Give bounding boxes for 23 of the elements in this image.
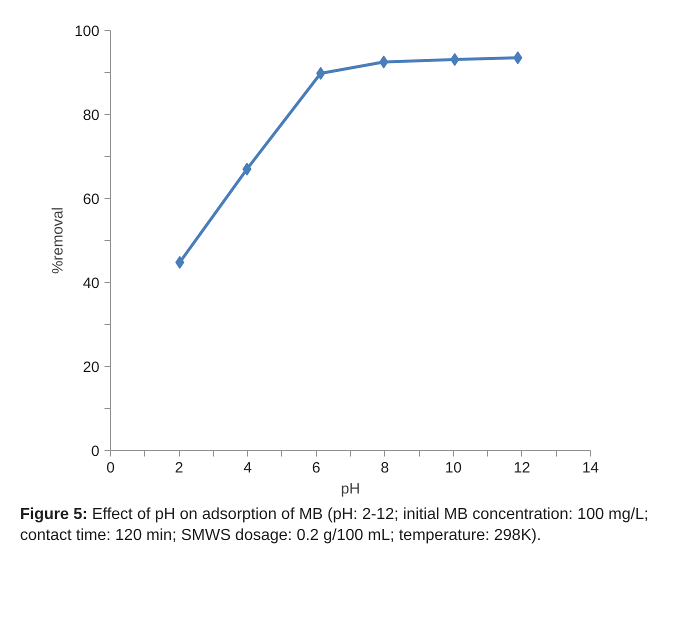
- point: [316, 66, 326, 80]
- point: [175, 256, 184, 269]
- y-axis-title: %removal: [49, 207, 66, 274]
- caption: Figure 5: Effect of pH on adsorption of MB (pH: 2-12; initial MB concentration: 100 mg/L; contact time: 120 min; SMWS dosage: 0.2 g/100 mL; temperature: 298K).: [20, 505, 650, 546]
- point: [450, 52, 460, 66]
- point: [379, 56, 388, 68]
- x-tick-label: 12: [514, 460, 530, 476]
- point: [513, 51, 522, 64]
- point: [242, 162, 252, 176]
- y-tick-label: 80: [82, 107, 100, 124]
- y-tick-label: 40: [82, 275, 100, 292]
- x-axis-title: pH: [340, 480, 360, 498]
- y-tick-label: 100: [74, 23, 100, 40]
- x-tick-label: 10: [445, 460, 462, 476]
- x-tick-label: 14: [582, 460, 599, 476]
- y-tick-label: 60: [82, 191, 100, 208]
- x-tick-label: 2: [174, 460, 184, 476]
- x-tick-label: 8: [380, 460, 389, 476]
- y-tick-label: 0: [91, 443, 100, 460]
- x-tick-label: 0: [106, 460, 115, 476]
- x-tick-label: 4: [243, 460, 252, 476]
- x-tick-label: 6: [312, 460, 320, 476]
- y-tick-label: 20: [82, 359, 100, 376]
